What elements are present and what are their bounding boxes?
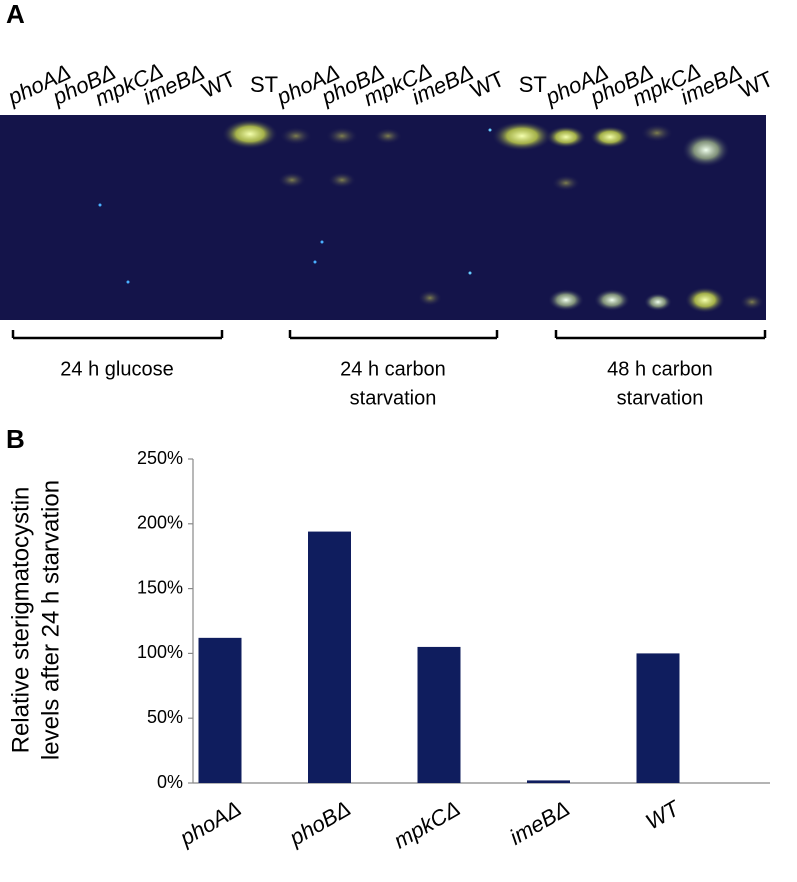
panel-label: A (6, 0, 25, 29)
y-tick-label: 200% (137, 513, 183, 533)
lane-label: WT (198, 66, 240, 103)
group-label: 24 h carbon (340, 358, 446, 380)
x-tick-label: mpkCΔ (389, 796, 464, 854)
group-label: starvation (350, 387, 437, 409)
bar (417, 646, 461, 783)
y-axis-label: levels after 24 h starvation (37, 480, 64, 760)
panel-label: B (6, 424, 25, 454)
x-tick-label: WT (641, 795, 684, 835)
bar (527, 780, 570, 783)
lane-label: ST (519, 72, 547, 97)
lane-label: WT (467, 66, 509, 103)
x-tick-label: phoAΔ (175, 796, 246, 851)
group-label: 24 h glucose (60, 358, 173, 380)
group-label: 48 h carbon (607, 358, 713, 380)
y-tick-label: 100% (137, 642, 183, 662)
group-label: starvation (617, 387, 704, 409)
bar (636, 653, 680, 783)
y-tick-label: 50% (147, 707, 183, 727)
x-tick-label: phoBΔ (284, 796, 355, 851)
y-tick-label: 0% (157, 772, 183, 792)
bar (198, 637, 242, 783)
bar (308, 531, 351, 783)
y-axis-label: Relative sterigmatocystin (7, 487, 34, 754)
lane-label: WT (735, 66, 777, 103)
tlc-plate (0, 115, 767, 340)
lane-label: ST (250, 72, 278, 97)
y-tick-label: 250% (137, 448, 183, 468)
x-tick-label: imeBΔ (505, 796, 574, 850)
y-tick-label: 150% (137, 577, 183, 597)
